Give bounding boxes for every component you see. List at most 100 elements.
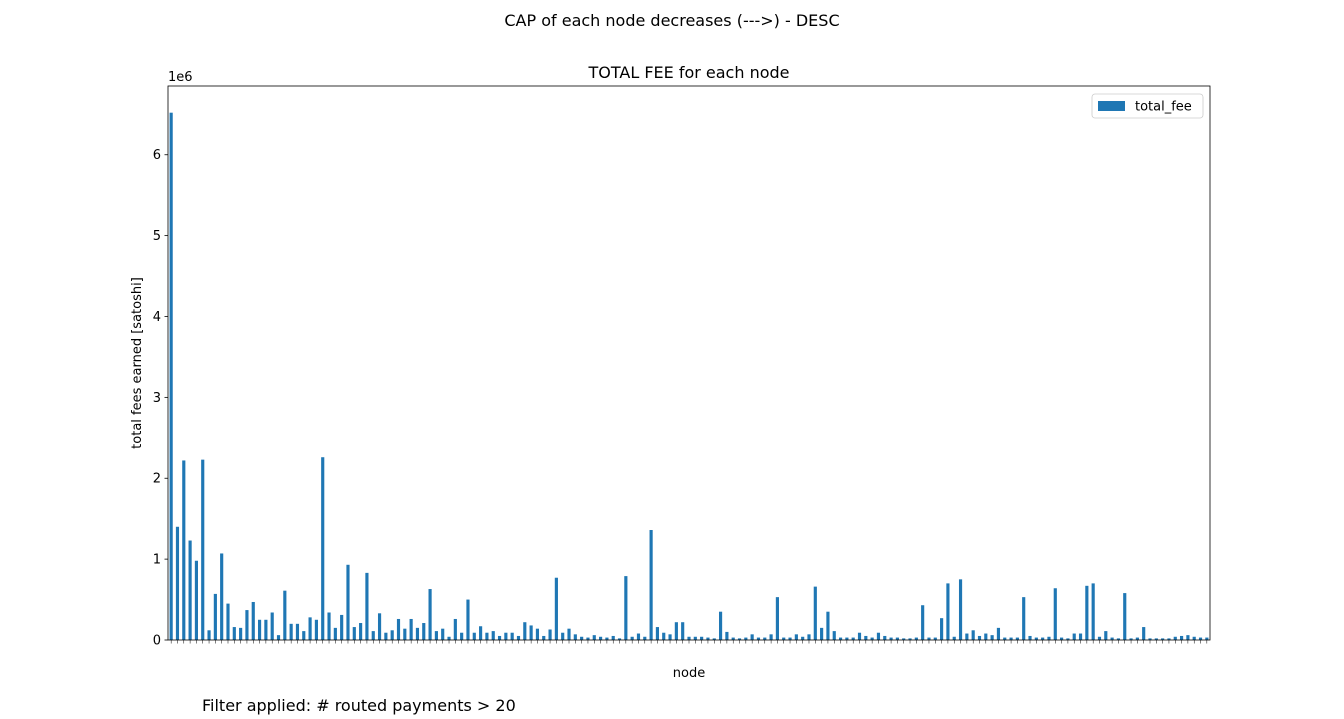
bar	[990, 635, 994, 640]
bar	[466, 599, 470, 640]
bar	[441, 628, 445, 640]
bar	[1205, 637, 1209, 640]
bar	[718, 611, 723, 640]
y-tick-label: 4	[153, 310, 161, 325]
bar	[510, 632, 514, 640]
bar	[1116, 638, 1121, 640]
bar	[794, 634, 798, 640]
bar	[523, 622, 527, 640]
bar	[479, 626, 483, 640]
bar	[1148, 638, 1152, 640]
bar	[712, 638, 716, 640]
bar	[1129, 638, 1133, 640]
bar	[725, 631, 729, 640]
bar	[314, 619, 318, 640]
bar	[731, 637, 735, 640]
bar	[586, 637, 590, 640]
bar	[1003, 637, 1007, 640]
bar	[807, 634, 811, 640]
bar	[516, 635, 521, 640]
bar	[1186, 635, 1190, 640]
bar	[1104, 631, 1108, 640]
bar	[636, 633, 641, 640]
bar	[876, 632, 881, 640]
bar	[1142, 627, 1146, 640]
bar	[396, 618, 401, 640]
bar	[908, 638, 912, 640]
bar	[542, 635, 546, 640]
bar	[554, 577, 558, 640]
bar	[497, 635, 502, 640]
bar	[895, 637, 899, 640]
legend-swatch	[1098, 101, 1125, 111]
bar	[769, 634, 773, 640]
y-tick-label: 0	[153, 634, 161, 649]
bar	[580, 636, 584, 640]
y-offset-text: 1e6	[168, 70, 193, 85]
bar	[264, 619, 268, 640]
bar	[845, 637, 849, 640]
bar	[820, 627, 824, 640]
bar	[630, 636, 634, 640]
bar	[1060, 637, 1064, 640]
bar	[251, 601, 255, 640]
bar	[693, 636, 697, 640]
bar	[801, 636, 805, 640]
bar	[276, 635, 281, 640]
bar	[491, 631, 495, 640]
bar	[838, 637, 843, 640]
bar	[340, 614, 344, 640]
bar	[1091, 583, 1095, 640]
bar	[1066, 638, 1070, 640]
bar	[984, 633, 988, 640]
bar	[826, 611, 830, 640]
bar	[902, 638, 906, 640]
bar	[194, 560, 198, 640]
bar	[428, 589, 432, 640]
bar	[257, 619, 262, 640]
axes-frame	[167, 85, 1211, 641]
bar	[182, 460, 186, 640]
bar	[977, 635, 982, 640]
bar	[504, 632, 508, 640]
legend-label: total_fee	[1135, 100, 1192, 115]
bar	[958, 579, 963, 640]
bar	[239, 627, 243, 640]
bar	[706, 637, 710, 640]
bar	[946, 583, 950, 640]
bar	[889, 637, 893, 640]
figure-suptitle: CAP of each node decreases (--->) - DESC	[504, 11, 840, 30]
bar	[737, 638, 742, 640]
bar	[232, 627, 236, 640]
bar	[213, 593, 217, 640]
bar	[535, 628, 540, 640]
bar	[327, 612, 331, 640]
x-axis-label: node	[673, 666, 705, 681]
plot-title: TOTAL FEE for each node	[587, 63, 789, 82]
bar	[434, 631, 438, 640]
bar	[775, 597, 779, 640]
bar	[220, 553, 224, 640]
bar	[674, 622, 678, 640]
bar	[1053, 588, 1057, 640]
bar	[662, 632, 666, 640]
bar	[1154, 638, 1158, 640]
bar	[460, 632, 464, 640]
bar	[308, 617, 312, 640]
bar	[927, 637, 931, 640]
bar	[169, 112, 173, 641]
bar	[1167, 638, 1171, 640]
bar	[870, 637, 874, 640]
y-tick-label: 5	[153, 229, 161, 244]
bar	[971, 630, 975, 640]
bar	[744, 637, 748, 640]
bar	[996, 627, 1001, 640]
bar	[1180, 635, 1184, 640]
bar	[359, 623, 363, 640]
bar	[933, 637, 937, 640]
bar	[1047, 636, 1051, 640]
bar	[1072, 633, 1076, 640]
bar	[1198, 637, 1203, 640]
bar	[592, 635, 596, 640]
bar	[952, 636, 956, 640]
